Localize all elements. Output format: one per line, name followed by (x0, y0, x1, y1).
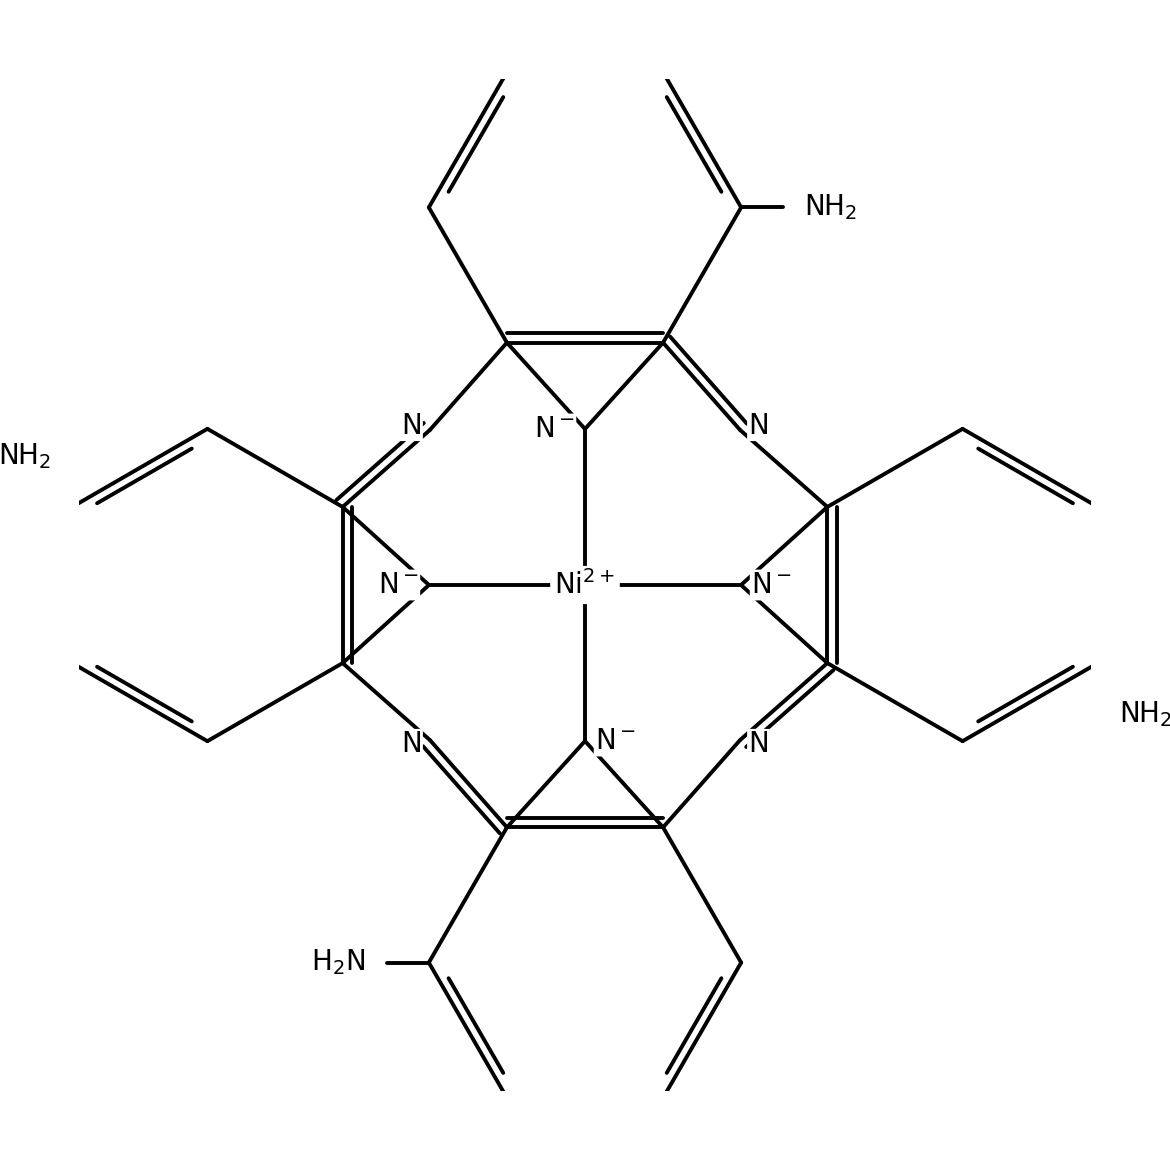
Text: H$_2$N: H$_2$N (311, 948, 365, 977)
Text: N$^-$: N$^-$ (751, 571, 792, 599)
Text: N$^-$: N$^-$ (534, 415, 574, 443)
Text: NH$_2$: NH$_2$ (1119, 698, 1170, 729)
Text: N: N (749, 730, 769, 758)
Text: N$^-$: N$^-$ (596, 727, 636, 755)
Text: N: N (401, 412, 421, 440)
Text: NH$_2$: NH$_2$ (0, 441, 51, 472)
Text: N$^-$: N$^-$ (378, 571, 419, 599)
Text: Ni$^{2+}$: Ni$^{2+}$ (555, 570, 615, 600)
Text: NH$_2$: NH$_2$ (805, 193, 858, 222)
Text: N: N (749, 412, 769, 440)
Text: N: N (401, 730, 421, 758)
